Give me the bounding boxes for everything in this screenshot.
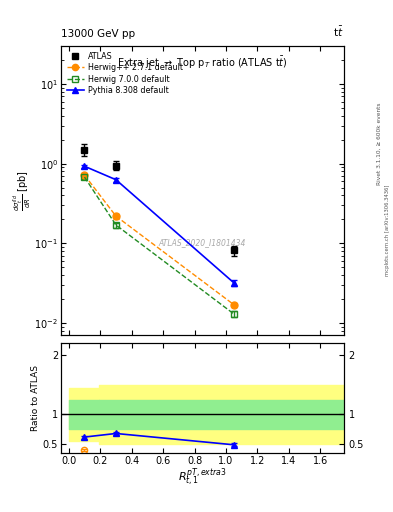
X-axis label: $R_{t,1}^{pT,extra3}$: $R_{t,1}^{pT,extra3}$ — [178, 467, 227, 489]
Text: Rivet 3.1.10, ≥ 600k events: Rivet 3.1.10, ≥ 600k events — [377, 102, 382, 185]
Y-axis label: $\frac{d\sigma^{fid}_{t}}{dR}$ [pb]: $\frac{d\sigma^{fid}_{t}}{dR}$ [pb] — [11, 170, 33, 211]
Y-axis label: Ratio to ATLAS: Ratio to ATLAS — [31, 365, 40, 431]
Text: Extra jet $\rightarrow$ Top p$_T$ ratio (ATLAS t$\bar{t}$): Extra jet $\rightarrow$ Top p$_T$ ratio … — [117, 55, 288, 71]
Text: ATLAS_2020_I1801434: ATLAS_2020_I1801434 — [159, 238, 246, 247]
Text: mcplots.cern.ch [arXiv:1306.3436]: mcplots.cern.ch [arXiv:1306.3436] — [385, 185, 389, 276]
Legend: ATLAS, Herwig++ 2.7.1 default, Herwig 7.0.0 default, Pythia 8.308 default: ATLAS, Herwig++ 2.7.1 default, Herwig 7.… — [65, 50, 185, 97]
Text: 13000 GeV pp: 13000 GeV pp — [61, 29, 135, 39]
Text: t$\bar{t}$: t$\bar{t}$ — [333, 25, 344, 39]
